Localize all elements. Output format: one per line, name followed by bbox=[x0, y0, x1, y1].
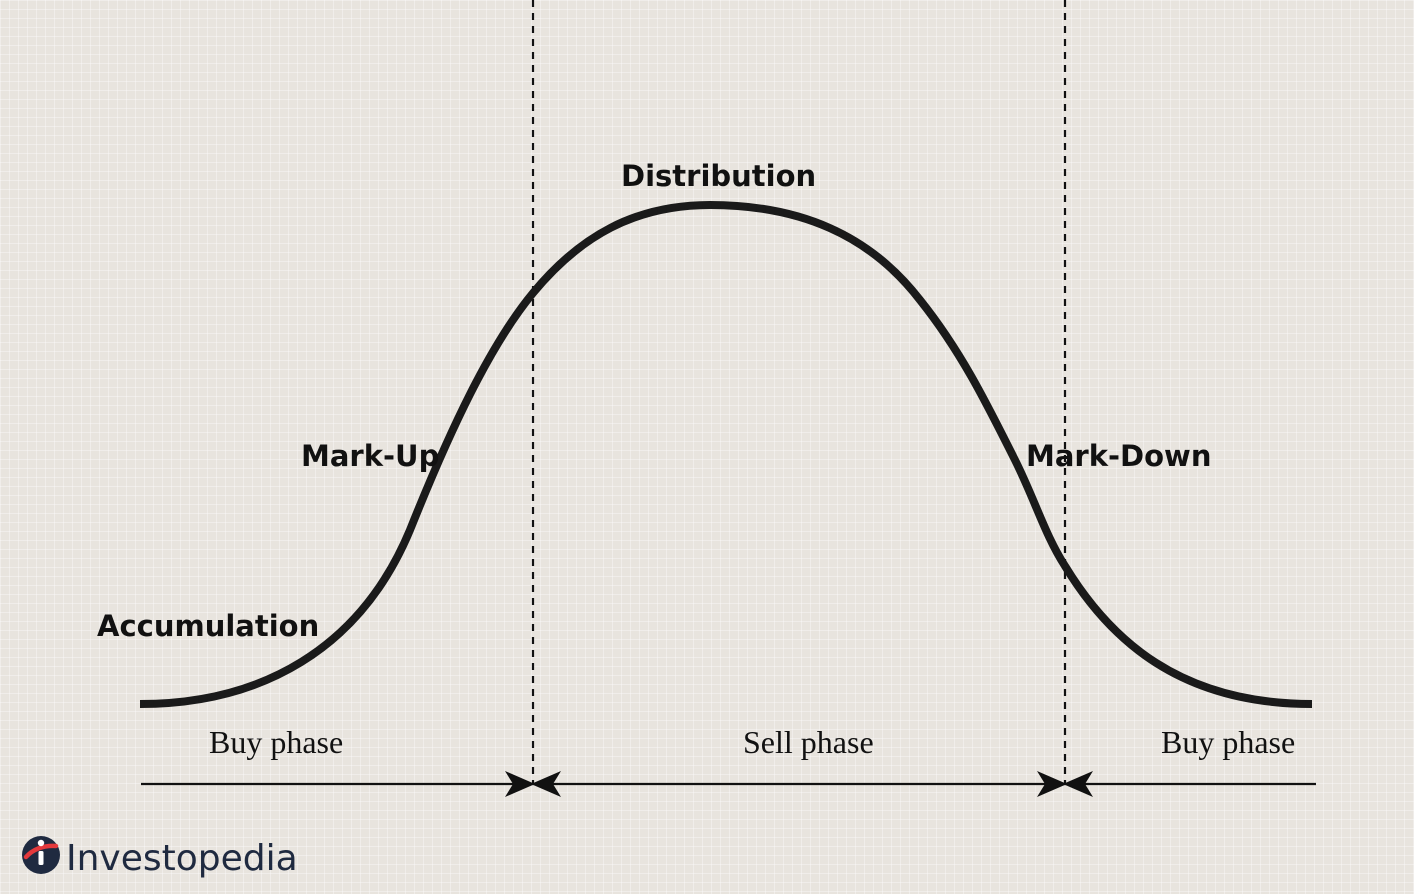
stage-label-accumulation: Accumulation bbox=[97, 609, 319, 643]
stage-label-markdown: Mark-Down bbox=[1026, 439, 1211, 473]
phase-label-buy-left: Buy phase bbox=[209, 724, 343, 760]
stage-label-distribution: Distribution bbox=[621, 159, 816, 193]
phase-label-sell: Sell phase bbox=[743, 724, 874, 760]
investopedia-logo-icon bbox=[22, 836, 60, 874]
market-cycle-curve bbox=[139, 200, 1313, 708]
investopedia-wordmark: Investopedia bbox=[66, 838, 298, 879]
investopedia-logo: Investopedia bbox=[22, 836, 298, 879]
phase-label-buy-right: Buy phase bbox=[1161, 724, 1295, 760]
stage-label-markup: Mark-Up bbox=[301, 439, 439, 473]
